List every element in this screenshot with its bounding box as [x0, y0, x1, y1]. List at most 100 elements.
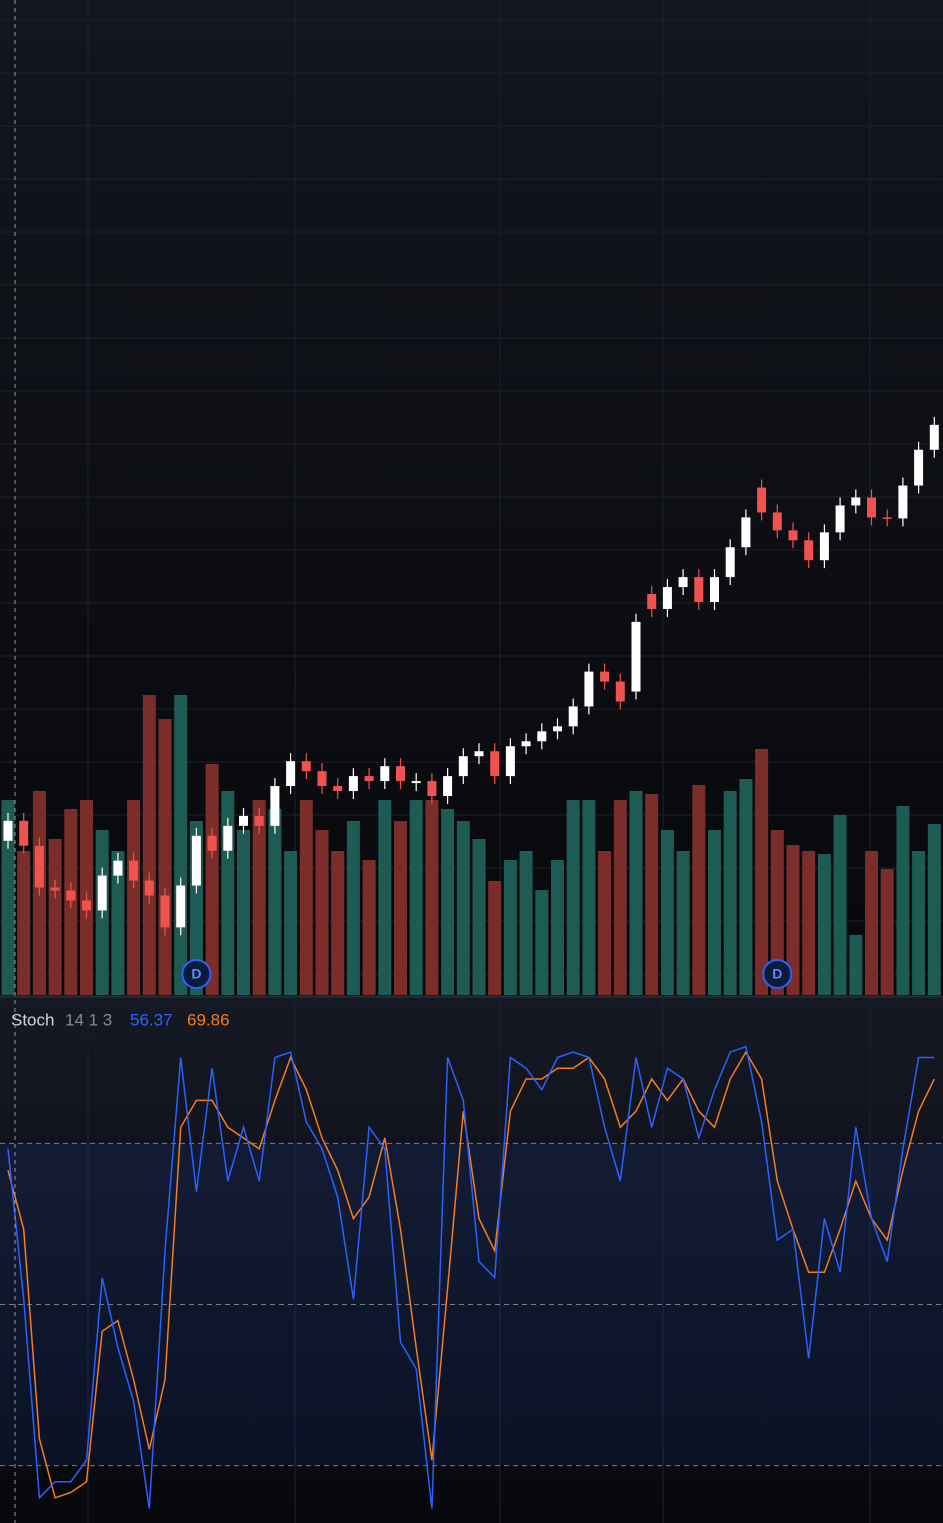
volume-bar	[786, 845, 800, 995]
candle-body	[34, 845, 44, 888]
candle-body	[50, 887, 60, 891]
candle-body	[772, 512, 782, 531]
candle-body	[286, 761, 296, 787]
volume-bar	[739, 779, 753, 995]
candle-body	[474, 751, 484, 757]
volume-bar	[299, 800, 313, 995]
candle-body	[333, 786, 343, 792]
volume-bar	[723, 791, 737, 995]
volume-bar	[692, 785, 706, 995]
candle-body	[317, 771, 327, 787]
candle-body	[882, 517, 892, 519]
volume-bar	[394, 821, 407, 995]
volume-bars	[1, 695, 941, 995]
indicator-params: 14 1 3	[65, 1010, 112, 1029]
volume-bar	[174, 695, 188, 995]
dividend-marker	[762, 959, 793, 989]
volume-bar	[331, 851, 345, 995]
volume-bar	[535, 890, 549, 995]
candle-body	[867, 497, 876, 518]
volume-bar	[802, 851, 816, 995]
volume-bar	[441, 809, 455, 995]
candle-body	[113, 860, 123, 876]
candle-body	[97, 875, 107, 911]
candle-body	[443, 776, 453, 796]
candle-body	[584, 671, 594, 707]
d-readout: 69.86	[187, 1010, 230, 1029]
candle-body	[239, 815, 248, 826]
candle-body	[537, 731, 547, 742]
candle-body	[568, 706, 578, 727]
candle-body	[144, 880, 154, 896]
candle-body	[411, 781, 421, 784]
dividend-marker	[181, 959, 212, 989]
volume-bar	[142, 695, 156, 995]
volume-bar	[927, 824, 941, 995]
candle-body	[3, 820, 13, 841]
candle-body	[741, 517, 751, 548]
candle-body	[505, 746, 515, 777]
candle-body	[427, 781, 437, 796]
volume-bar	[252, 800, 266, 995]
candle-body	[914, 449, 924, 486]
volume-bar	[880, 869, 894, 995]
volume-bar	[378, 800, 392, 995]
stoch-line	[7, 1045, 935, 1509]
volume-bar	[849, 935, 863, 995]
candle-body	[647, 594, 657, 609]
volume-bar	[456, 821, 470, 995]
volume-bar	[582, 800, 596, 995]
volume-bar	[425, 800, 439, 995]
volume-bar	[833, 815, 847, 995]
candle-body	[835, 505, 845, 533]
volume-bar	[676, 851, 690, 995]
candles	[3, 416, 939, 936]
candle-body	[851, 497, 861, 506]
candle-body	[819, 532, 829, 561]
candle-body	[129, 860, 139, 881]
candle-body	[631, 621, 641, 692]
volume-bar	[17, 851, 31, 995]
volume-bar	[613, 800, 627, 995]
dividend-label: D	[772, 966, 782, 982]
candle-body	[301, 761, 311, 772]
candle-body	[191, 835, 201, 886]
candle-body	[929, 424, 939, 450]
stoch-line	[7, 1050, 935, 1499]
candle-body	[396, 766, 405, 782]
volume-bar	[660, 830, 674, 995]
volume-bar	[111, 851, 125, 995]
volume-bar	[268, 809, 282, 995]
price-pane	[0, 0, 943, 996]
volume-bar	[645, 794, 659, 995]
k-readout: 56.37	[130, 1010, 173, 1029]
candle-body	[160, 895, 170, 928]
stoch-plot	[0, 1045, 943, 1509]
candle-body	[223, 825, 233, 851]
candle-body	[757, 487, 767, 513]
candle-body	[207, 835, 217, 851]
volume-bar	[127, 800, 141, 995]
candle-body	[662, 587, 672, 609]
volume-bar	[519, 851, 533, 995]
candle-body	[19, 820, 29, 846]
candle-body	[898, 485, 908, 519]
volume-bar	[551, 860, 564, 995]
candle-body	[521, 741, 531, 747]
volume-bar	[629, 791, 643, 995]
volume-bar	[1, 800, 15, 995]
volume-bar	[362, 860, 376, 995]
volume-bar	[566, 800, 580, 995]
candle-body	[66, 890, 76, 901]
candle-body	[82, 900, 91, 911]
candle-body	[458, 756, 468, 777]
candle-body	[380, 766, 390, 782]
candle-body	[348, 776, 358, 792]
candle-body	[678, 577, 688, 588]
volume-bar	[284, 851, 298, 995]
volume-bar	[598, 851, 612, 995]
volume-bar	[48, 839, 62, 995]
volume-bar	[488, 881, 502, 995]
candle-body	[490, 751, 500, 777]
